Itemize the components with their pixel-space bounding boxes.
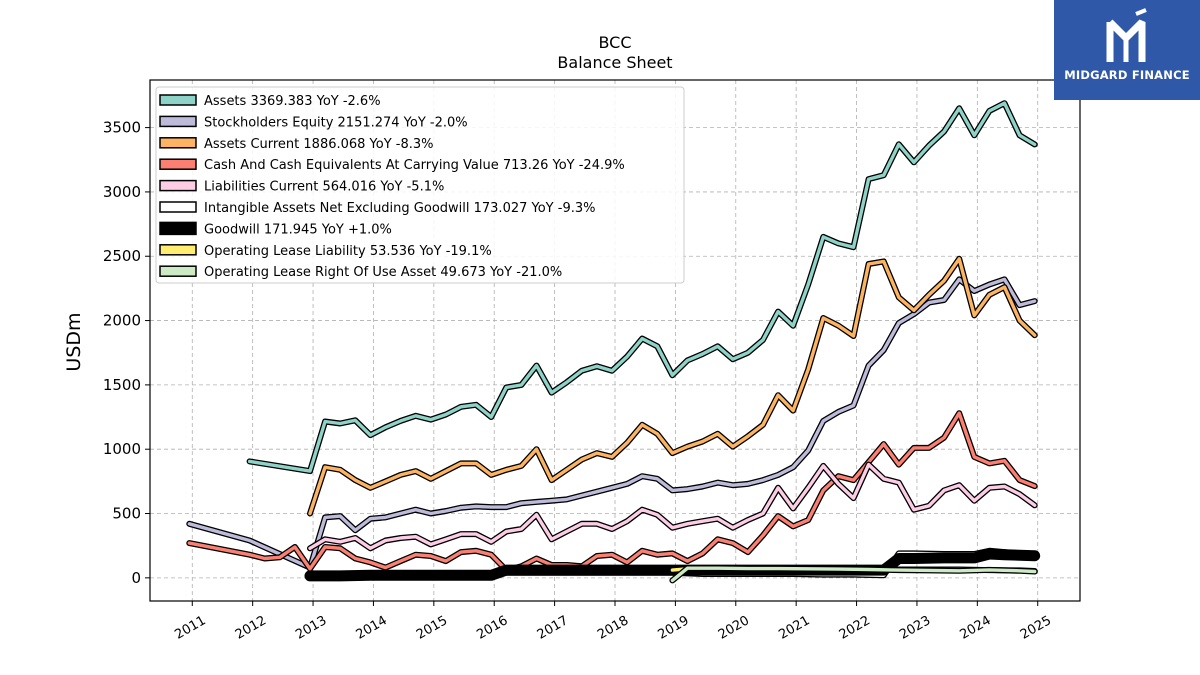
legend-label: Liabilities Current 564.016 YoY -5.1% xyxy=(204,180,444,195)
y-tick-label: 1500 xyxy=(103,376,141,394)
x-tick-label: 2017 xyxy=(535,613,571,643)
chart-title: BCC xyxy=(598,33,631,52)
x-tick-label: 2015 xyxy=(414,613,450,643)
series-lines xyxy=(186,100,1041,584)
series-stroke xyxy=(670,566,1037,583)
x-tick-label: 2024 xyxy=(958,613,994,643)
series-stroke xyxy=(308,462,1037,550)
x-tick-label: 2020 xyxy=(716,613,752,643)
legend-swatch xyxy=(159,158,197,170)
legend: Assets 3369.383 YoY -2.6% Stockholders Eq… xyxy=(155,86,685,284)
x-tick-label: 2019 xyxy=(656,613,692,643)
legend-box xyxy=(155,86,685,284)
midgard-m-icon xyxy=(1106,8,1147,62)
legend-label: Goodwill 171.945 YoY +1.0% xyxy=(204,222,392,237)
legend-label: Operating Lease Right Of Use Asset 49.67… xyxy=(204,265,562,280)
x-tick-label: 2018 xyxy=(595,613,631,643)
series-stroke xyxy=(187,277,1037,570)
legend-label: Cash And Cash Equivalents At Carrying Va… xyxy=(204,158,625,173)
y-tick-label: 500 xyxy=(112,505,141,523)
y-axis-label: USDm xyxy=(63,312,85,371)
series-line xyxy=(186,410,1038,574)
x-tick-label: 2014 xyxy=(354,613,390,643)
chart-subtitle: Balance Sheet xyxy=(557,53,672,72)
series-stroke xyxy=(187,411,1037,572)
x-tick-label: 2021 xyxy=(776,613,812,643)
x-tick-label: 2013 xyxy=(293,613,329,643)
x-tick-label: 2012 xyxy=(233,613,269,643)
legend-label: Assets 3369.383 YoY -2.6% xyxy=(204,94,381,109)
series-outline xyxy=(186,276,1038,571)
legend-swatch xyxy=(159,115,197,128)
y-tick-label: 3500 xyxy=(103,119,141,137)
y-tick-label: 1000 xyxy=(103,440,141,458)
legend-swatch xyxy=(159,137,197,149)
series-line xyxy=(669,565,1038,584)
brand-badge: MIDGARD FINANCE xyxy=(1054,0,1200,100)
series-line xyxy=(307,461,1038,552)
legend-swatch xyxy=(159,221,197,236)
y-tick-label: 2000 xyxy=(103,312,141,330)
brand-name: MIDGARD FINANCE xyxy=(1064,68,1190,82)
series-line xyxy=(246,100,1038,475)
y-tick-label: 3000 xyxy=(103,183,141,201)
y-tick-label: 2500 xyxy=(103,247,141,265)
x-axis: 2011 2012 2013 2014 2015 2016 2017 2018 2019 2020… xyxy=(172,601,1054,643)
legend-swatch xyxy=(159,201,197,213)
x-tick-label: 2016 xyxy=(474,613,510,643)
legend-label: Operating Lease Liability 53.536 YoY -19… xyxy=(204,244,492,259)
x-tick-label: 2022 xyxy=(837,613,873,643)
y-axis: 0 500 1000 1500 2000 2500 3000 3500 xyxy=(103,119,150,587)
legend-swatch xyxy=(159,94,197,106)
series-line xyxy=(186,276,1038,571)
x-tick-label: 2025 xyxy=(1018,613,1054,643)
x-tick-label: 2011 xyxy=(172,613,208,643)
series-stroke xyxy=(308,257,1037,516)
series-line xyxy=(307,255,1038,517)
legend-swatch xyxy=(159,244,197,256)
legend-label: Intangible Assets Net Excluding Goodwill… xyxy=(204,201,595,216)
x-tick-label: 2023 xyxy=(897,613,933,643)
series-stroke xyxy=(247,101,1037,473)
legend-label: Stockholders Equity 2151.274 YoY -2.0% xyxy=(204,115,468,130)
legend-label: Assets Current 1886.068 YoY -8.3% xyxy=(204,137,434,152)
y-tick-label: 0 xyxy=(131,569,141,587)
legend-swatch xyxy=(159,265,197,277)
legend-swatch xyxy=(159,179,197,192)
